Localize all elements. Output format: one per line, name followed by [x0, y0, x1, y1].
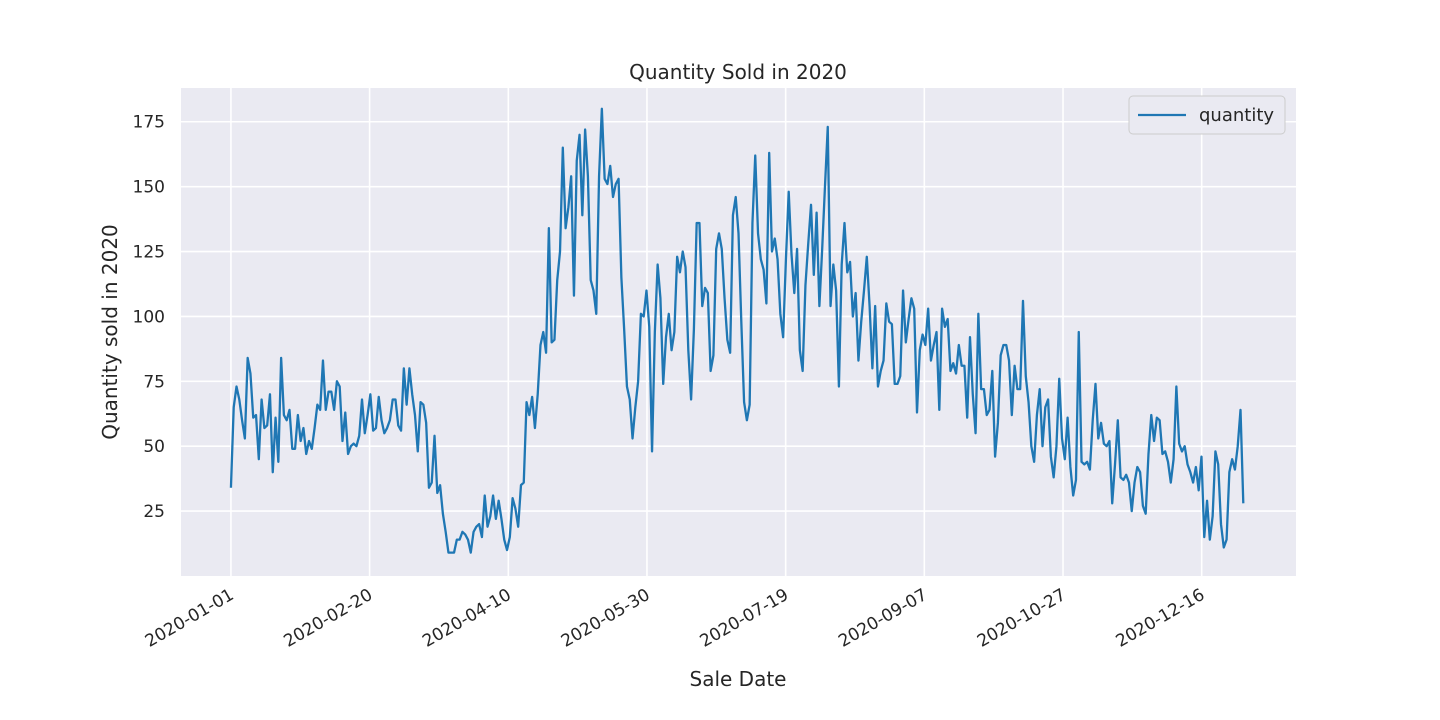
x-tick-labels: 2020-01-01 2020-02-20 2020-04-10 2020-05-30… [142, 585, 1208, 652]
y-tick-label: 175 [133, 113, 165, 133]
plot-area [181, 88, 1296, 576]
y-tick-label: 25 [143, 502, 165, 522]
chart-title: Quantity Sold in 2020 [629, 60, 847, 84]
legend-label: quantity [1199, 105, 1274, 126]
x-tick-label: 2020-05-30 [558, 585, 654, 652]
x-tick-label: 2020-12-16 [1113, 585, 1209, 652]
x-tick-label: 2020-07-19 [697, 585, 793, 652]
x-axis-label: Sale Date [690, 667, 787, 691]
y-tick-label: 100 [133, 307, 165, 327]
x-tick-label: 2020-04-10 [419, 585, 515, 652]
y-tick-label: 50 [143, 437, 165, 457]
x-tick-label: 2020-10-27 [974, 585, 1070, 652]
y-tick-label: 150 [133, 178, 165, 198]
x-tick-label: 2020-01-01 [142, 585, 238, 652]
legend: quantity [1128, 95, 1286, 135]
y-tick-label: 125 [133, 243, 165, 263]
y-axis-label: Quantity sold in 2020 [98, 224, 122, 440]
legend-box [1128, 95, 1286, 135]
x-tick-label: 2020-02-20 [281, 585, 377, 652]
y-tick-labels: 25 50 75 100 125 150 175 [133, 113, 165, 522]
y-tick-label: 75 [143, 372, 165, 392]
series-line-quantity [229, 107, 1245, 554]
x-tick-label: 2020-09-07 [835, 585, 931, 652]
